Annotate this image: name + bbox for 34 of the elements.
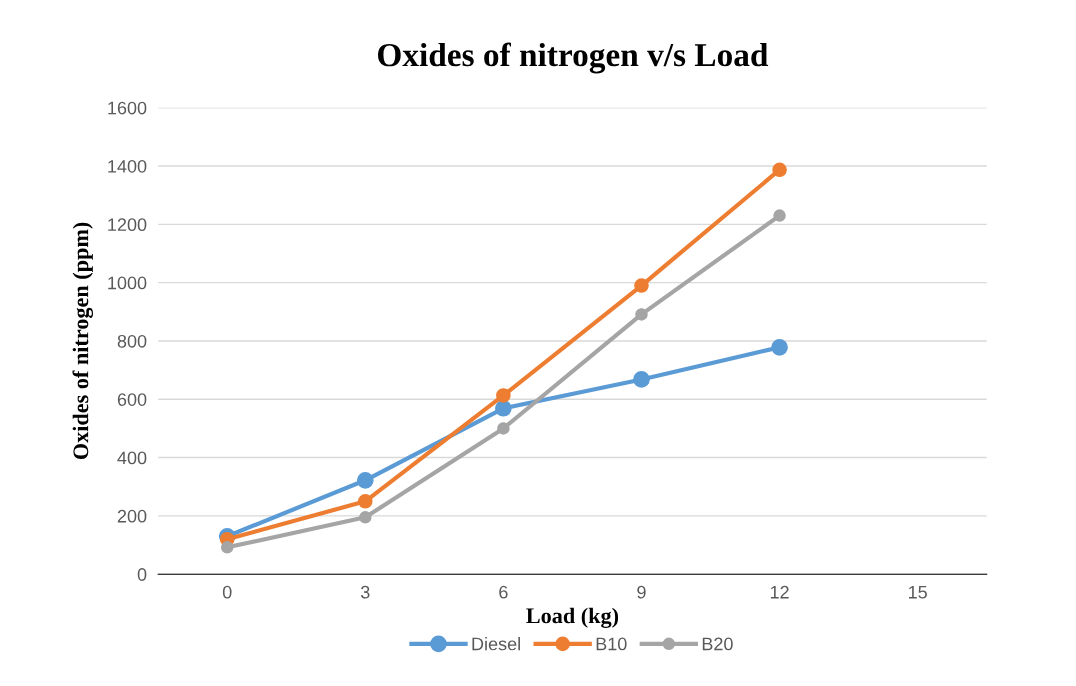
x-tick-label: 12 [770, 585, 789, 599]
point [495, 399, 512, 417]
y-tick-label: 1000 [108, 276, 147, 290]
legend-label: B10 [596, 637, 627, 651]
y-tick-label: 400 [117, 451, 147, 465]
point [771, 339, 788, 356]
point [634, 278, 649, 293]
point [633, 371, 650, 388]
point [772, 162, 787, 178]
y-axis-title: Oxides of nitrogen (ppm) [72, 222, 94, 460]
x-tick-label: 0 [222, 585, 232, 599]
point [356, 471, 374, 489]
legend-label: Diesel [472, 637, 520, 651]
point [497, 422, 510, 435]
x-tick-label: 6 [499, 585, 508, 599]
x-tick-label: 9 [637, 585, 646, 599]
point [359, 511, 372, 524]
y-tick-label: 1600 [108, 101, 147, 115]
y-tick-label: 0 [137, 568, 147, 581]
y-tick-label: 800 [117, 334, 147, 348]
chart-title: Oxides of nitrogen v/s Load [378, 42, 769, 74]
x-axis-title: Load (kg) [526, 607, 619, 629]
x-tick-label: 3 [360, 585, 370, 599]
legend-label: B20 [702, 637, 733, 651]
point [496, 388, 511, 403]
x-tick-label: 15 [908, 585, 927, 599]
point [773, 209, 786, 222]
y-tick-label: 600 [117, 393, 147, 406]
point [358, 494, 373, 509]
point [220, 541, 234, 554]
y-tick-label: 1200 [108, 218, 147, 232]
y-tick-label: 1400 [108, 159, 147, 173]
point [635, 308, 648, 321]
y-tick-label: 200 [117, 509, 147, 523]
